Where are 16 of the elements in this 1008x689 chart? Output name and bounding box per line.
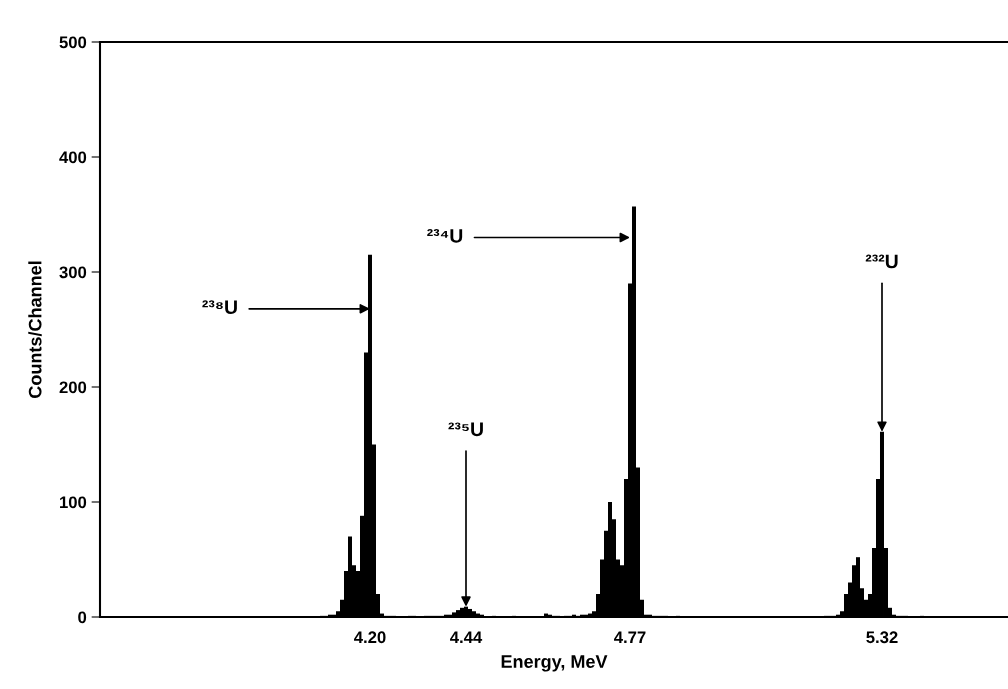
annotation: ²³⁴U (427, 228, 463, 243)
x-tick-label: 5.32 (866, 631, 898, 644)
y-tick-label: 300 (59, 266, 87, 279)
y-tick-label: 0 (78, 611, 87, 624)
annotation: ²³⁸U (202, 300, 237, 315)
x-tick-label: 4.44 (450, 631, 483, 643)
y-tick-label: 100 (60, 496, 87, 509)
x-tick-label: 4.77 (614, 631, 646, 643)
x-tick-label: 4.20 (354, 631, 386, 644)
y-tick-label: 400 (59, 151, 87, 164)
annotation: ²³²U (865, 254, 898, 269)
y-tick-label: 200 (59, 381, 87, 394)
y-axis-title: Counts/Channel (28, 261, 42, 398)
annotation: ²³⁵U (448, 422, 483, 437)
x-axis-title: Energy, MeV (501, 655, 608, 672)
y-tick-label: 500 (59, 36, 87, 49)
